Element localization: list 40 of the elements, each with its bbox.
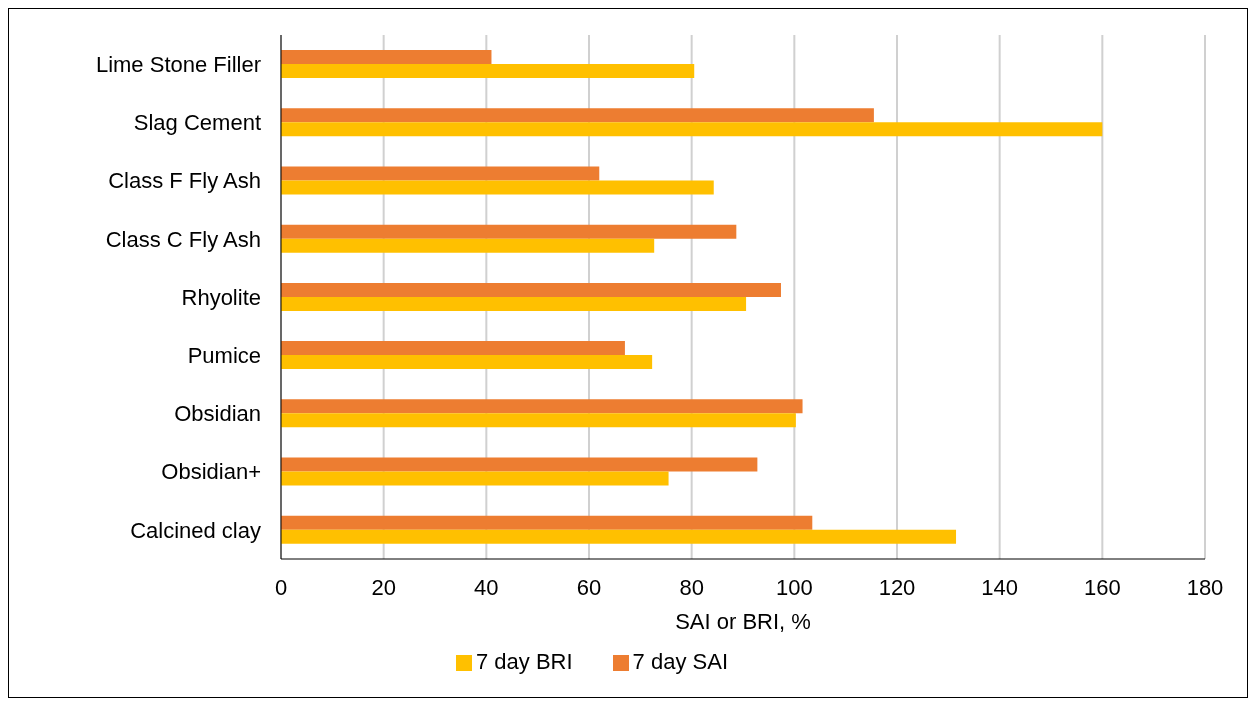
x-tick-label: 160	[1083, 574, 1121, 600]
bar	[281, 238, 655, 253]
bar	[281, 180, 714, 195]
x-tick-label: 100	[775, 574, 813, 600]
legend-label: 7 day BRI	[476, 649, 573, 674]
bar	[281, 282, 781, 297]
bar	[281, 122, 1103, 137]
x-axis-title: SAI or BRI, %	[675, 609, 811, 634]
x-tick-label: 20	[371, 574, 396, 600]
x-tick-label: 180	[1186, 574, 1224, 600]
bar	[281, 413, 796, 428]
y-tick-label: Lime Stone Filler	[95, 51, 261, 77]
x-tick-label: 0	[274, 574, 288, 600]
y-tick-label: Slag Cement	[133, 110, 261, 136]
bar	[281, 108, 874, 123]
legend-label: 7 day SAI	[632, 649, 728, 674]
bar	[281, 355, 653, 370]
bar	[281, 166, 600, 181]
bar	[281, 50, 492, 64]
y-tick-label: Obsidian	[174, 401, 261, 427]
y-tick-label: Rhyolite	[181, 284, 261, 310]
x-tick-label: 80	[679, 574, 704, 600]
x-tick-label: 140	[981, 574, 1019, 600]
bar	[281, 296, 747, 311]
y-tick-label: Calcined clay	[130, 517, 261, 543]
bar	[281, 515, 813, 530]
bar	[281, 341, 625, 356]
x-tick-label: 60	[576, 574, 602, 600]
x-tick-label: 40	[474, 574, 499, 600]
y-tick-label: Pumice	[187, 343, 261, 369]
bar	[281, 64, 695, 78]
bar	[281, 529, 957, 544]
x-tick-label: 120	[878, 574, 916, 600]
y-tick-label: Obsidian+	[161, 459, 261, 485]
y-tick-label: Class C Fly Ash	[105, 226, 261, 252]
bar	[281, 471, 669, 486]
bar	[281, 224, 737, 239]
y-tick-label: Class F Fly Ash	[108, 168, 261, 194]
bar	[281, 457, 758, 472]
bar	[281, 399, 803, 414]
